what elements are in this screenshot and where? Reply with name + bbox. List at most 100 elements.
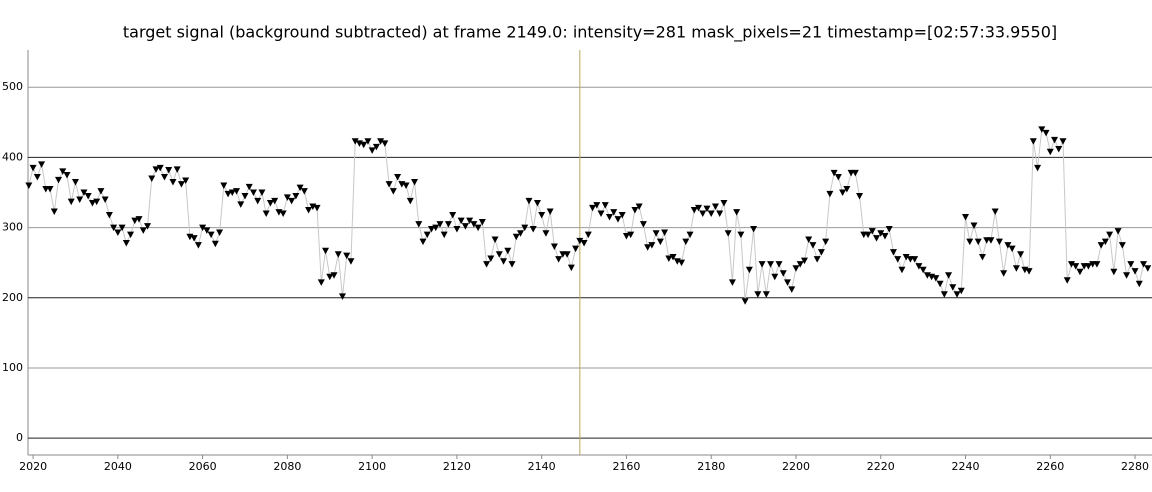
marker [67,198,75,206]
marker [237,201,245,208]
marker [432,224,440,232]
marker [538,211,546,219]
x-tick-label: 2200 [782,460,810,473]
marker [567,264,575,272]
marker [576,237,584,245]
marker [1106,231,1114,239]
marker [864,231,872,239]
marker [135,216,143,223]
marker [1127,261,1135,268]
marker [394,174,402,181]
marker [1097,242,1105,249]
marker [631,207,639,214]
marker [597,210,605,218]
marker [1025,268,1033,275]
marker [699,210,707,218]
marker [610,209,618,216]
marker [962,214,970,221]
marker [555,256,563,263]
marker [182,177,190,185]
x-tick-label: 2080 [273,460,301,473]
marker [326,273,334,281]
marker [1118,242,1126,249]
marker [1051,136,1059,144]
marker [38,161,46,168]
marker [940,291,948,298]
marker [449,211,457,219]
marker [817,249,825,256]
marker [194,242,202,249]
marker [1076,268,1084,276]
marker [728,279,736,286]
marker [652,230,660,237]
x-tick-label: 2160 [612,460,640,473]
y-tick-label: 300 [2,221,23,234]
marker [1055,145,1063,153]
marker [826,190,834,198]
marker [1131,268,1139,275]
marker [334,251,342,258]
marker [360,141,368,149]
marker [233,188,241,195]
marker [758,261,766,268]
marker [839,189,847,196]
marker [733,209,741,216]
marker [169,178,177,186]
marker [784,279,792,286]
marker [762,291,770,298]
marker [1034,164,1042,172]
marker [593,202,601,209]
marker [444,221,452,228]
marker [470,221,478,228]
marker [516,230,524,237]
marker [957,287,965,295]
marker [127,231,135,239]
marker [851,169,859,177]
marker [741,298,749,305]
marker [813,256,821,263]
marker [80,189,88,196]
marker [678,259,686,267]
marker [254,197,262,205]
marker [419,238,427,246]
marker [84,192,92,200]
marker [152,166,160,173]
marker [122,240,130,247]
marker [258,189,266,196]
marker [639,221,647,228]
marker [453,225,461,233]
marker [767,261,775,268]
marker [283,194,291,201]
marker [822,238,830,246]
marker [93,198,101,206]
y-tick-label: 100 [2,361,23,374]
x-tick-label: 2120 [443,460,471,473]
marker [1012,265,1020,272]
marker [995,238,1003,246]
marker [296,184,304,192]
marker [495,251,503,258]
x-tick-label: 2260 [1036,460,1064,473]
marker [203,227,211,234]
marker [830,169,838,177]
marker [771,273,779,281]
marker [305,207,313,214]
marker [271,197,279,205]
marker [330,272,338,279]
marker [724,230,732,237]
marker [266,200,274,207]
marker [1084,263,1092,270]
marker [525,197,533,205]
marker [487,255,495,262]
marker [440,231,448,239]
marker [322,247,330,255]
marker [716,210,724,218]
marker [881,233,889,240]
marker [546,208,554,215]
marker [843,185,851,193]
marker [648,242,656,249]
marker [614,216,622,223]
x-tick-label: 2240 [952,460,980,473]
marker [1063,277,1071,284]
marker [97,188,105,195]
